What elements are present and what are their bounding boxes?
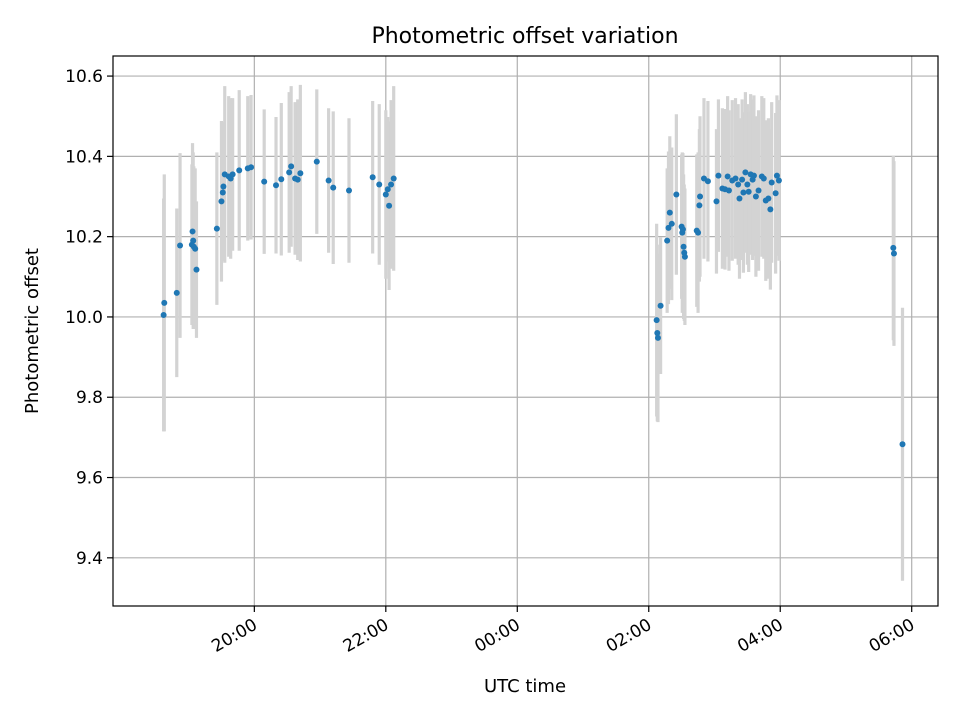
data-point (673, 191, 680, 198)
data-point (725, 187, 732, 194)
data-point (745, 188, 752, 195)
data-point (193, 266, 200, 273)
data-point (697, 193, 704, 200)
data-point (218, 198, 225, 205)
data-point (696, 202, 703, 209)
data-point (775, 177, 782, 184)
y-axis-ticks: 9.4 9.6 9.8 10.0 10.2 10.4 10.6 (65, 67, 113, 569)
data-point (345, 187, 352, 194)
data-point (273, 182, 280, 189)
data-point (768, 179, 775, 186)
data-point (294, 176, 301, 183)
data-point (680, 243, 687, 250)
data-point (190, 237, 197, 244)
data-point (248, 164, 255, 171)
data-point (695, 229, 702, 236)
data-point (772, 190, 779, 197)
y-tick-label: 9.4 (76, 549, 103, 569)
data-point (382, 191, 389, 198)
data-point (713, 198, 720, 205)
data-point (384, 186, 391, 193)
data-point (173, 289, 180, 296)
data-point (189, 228, 196, 235)
data-point (297, 170, 304, 177)
data-point (704, 178, 711, 185)
data-point (654, 334, 661, 341)
y-tick-label: 10.0 (65, 308, 103, 328)
data-point (739, 176, 746, 183)
data-point (765, 195, 772, 202)
data-point (735, 181, 742, 188)
data-point (736, 195, 743, 202)
data-point (192, 245, 199, 252)
data-point (288, 163, 295, 170)
plot-frame (112, 55, 939, 607)
data-point (890, 250, 897, 257)
data-point (219, 189, 226, 196)
x-axis-label: UTC time (484, 676, 566, 697)
data-point (213, 225, 220, 232)
data-point (654, 330, 661, 337)
data-point (681, 253, 688, 260)
data-point (330, 184, 337, 191)
data-point (760, 175, 767, 182)
data-point (666, 209, 673, 216)
data-point (390, 175, 397, 182)
data-point (376, 181, 383, 188)
data-point (313, 158, 320, 165)
data-point (740, 189, 747, 196)
data-point (236, 167, 243, 174)
data-point (369, 174, 376, 181)
data-point (161, 299, 168, 306)
data-point (744, 181, 751, 188)
y-tick-label: 10.6 (65, 67, 103, 87)
data-point (229, 171, 236, 178)
chart-title: Photometric offset variation (371, 24, 678, 49)
data-point (750, 172, 757, 179)
data-point (388, 181, 395, 188)
data-point (653, 317, 660, 324)
y-tick-label: 10.2 (65, 228, 103, 248)
data-point (665, 224, 672, 231)
data-point (899, 441, 906, 448)
data-point (386, 202, 393, 209)
data-point (679, 226, 686, 233)
y-tick-label: 9.8 (76, 388, 103, 408)
data-point (715, 172, 722, 179)
y-axis-label: Photometric offset (22, 248, 43, 414)
data-point (668, 220, 675, 227)
data-point (160, 311, 167, 318)
data-point (890, 244, 897, 251)
data-point (752, 193, 759, 200)
y-tick-label: 10.4 (65, 147, 103, 167)
data-point (773, 172, 780, 179)
data-point (767, 206, 774, 213)
data-point (724, 173, 731, 180)
data-point (742, 169, 749, 176)
y-tick-label: 9.6 (76, 469, 103, 489)
data-point (278, 176, 285, 183)
data-point (261, 178, 268, 185)
data-point (657, 302, 664, 309)
data-point (220, 183, 227, 190)
data-point (732, 175, 739, 182)
data-point (325, 177, 332, 184)
data-points (160, 158, 906, 448)
data-point (286, 169, 293, 176)
data-point (664, 237, 671, 244)
data-point (755, 187, 762, 194)
data-point (177, 242, 184, 249)
